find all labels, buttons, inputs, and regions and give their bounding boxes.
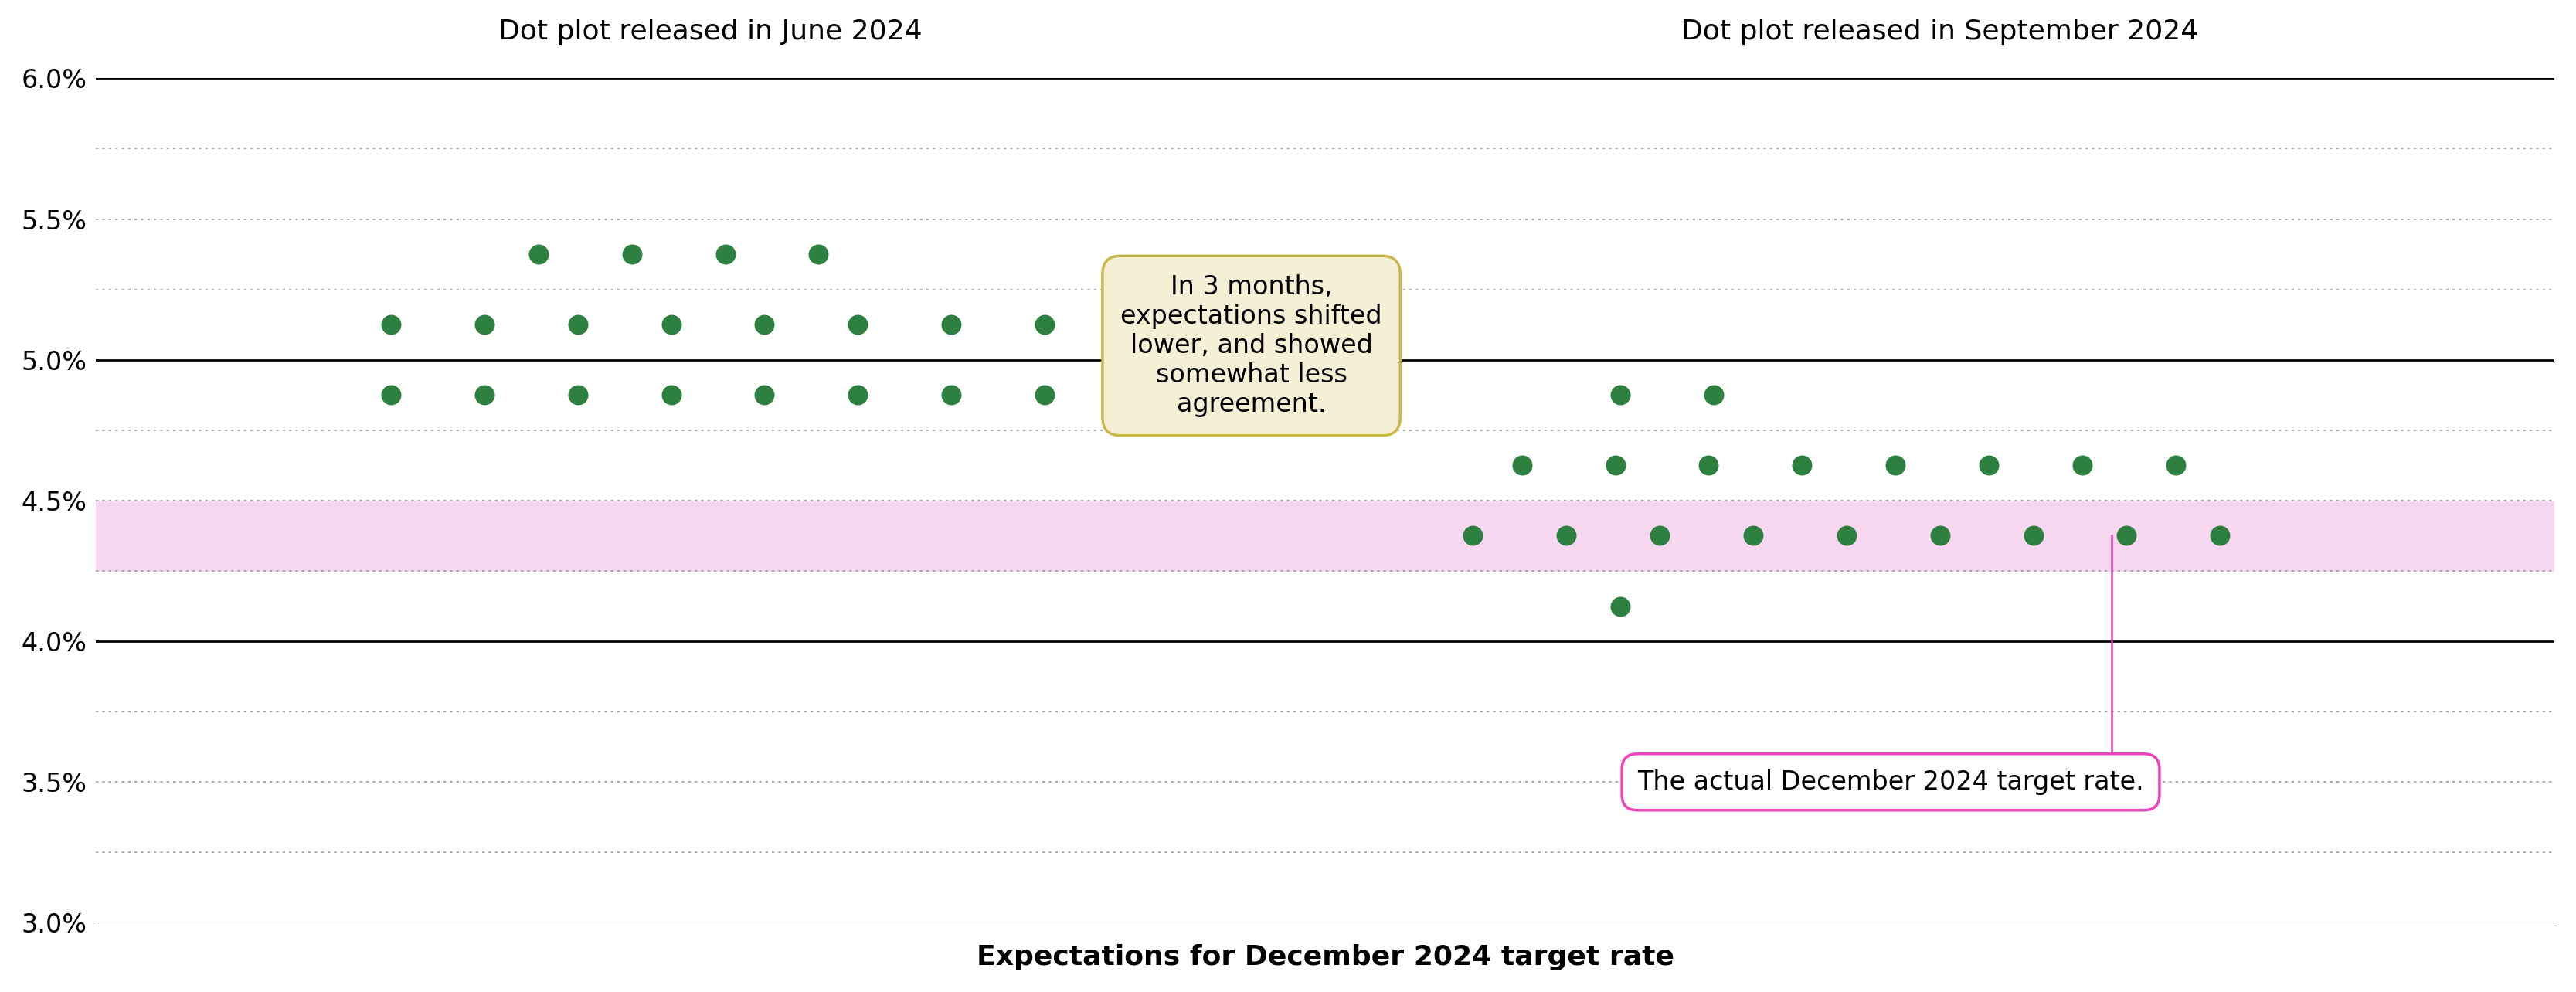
Text: The actual December 2024 target rate.: The actual December 2024 target rate. <box>1638 770 2143 795</box>
Point <box>652 316 693 332</box>
Point <box>1783 457 1824 473</box>
Point <box>556 387 598 403</box>
Point <box>744 316 786 332</box>
Text: Dot plot released in September 2024: Dot plot released in September 2024 <box>1682 18 2197 45</box>
Point <box>1118 387 1159 403</box>
Point <box>464 316 505 332</box>
Point <box>1453 528 1494 544</box>
Point <box>837 387 878 403</box>
Point <box>518 246 559 262</box>
Point <box>556 316 598 332</box>
Point <box>1687 457 1728 473</box>
Text: In 3 months,
expectations shifted
lower, and showed
somewhat less
agreement.: In 3 months, expectations shifted lower,… <box>1121 274 1383 418</box>
Point <box>1502 457 1543 473</box>
Point <box>2061 457 2102 473</box>
Point <box>799 246 840 262</box>
Point <box>464 387 505 403</box>
Point <box>706 246 747 262</box>
Point <box>1919 528 1960 544</box>
Point <box>930 387 971 403</box>
Point <box>371 387 412 403</box>
Text: Dot plot released in June 2024: Dot plot released in June 2024 <box>500 18 922 45</box>
Point <box>2012 528 2053 544</box>
Point <box>1600 598 1641 614</box>
Point <box>652 387 693 403</box>
Point <box>1546 528 1587 544</box>
Point <box>1118 316 1159 332</box>
Point <box>611 246 652 262</box>
Point <box>1875 457 1917 473</box>
Point <box>1692 387 1734 403</box>
Point <box>744 387 786 403</box>
Point <box>1025 316 1066 332</box>
Point <box>1638 528 1680 544</box>
Point <box>1731 528 1772 544</box>
Point <box>2156 457 2197 473</box>
Point <box>1025 387 1066 403</box>
X-axis label: Expectations for December 2024 target rate: Expectations for December 2024 target ra… <box>976 944 1674 970</box>
Point <box>1968 457 2009 473</box>
Point <box>930 316 971 332</box>
Point <box>2200 528 2241 544</box>
Point <box>371 316 412 332</box>
Point <box>1595 457 1636 473</box>
Bar <box>95 501 2555 571</box>
Point <box>2107 528 2148 544</box>
Point <box>1600 387 1641 403</box>
Point <box>1826 528 1868 544</box>
Point <box>837 316 878 332</box>
